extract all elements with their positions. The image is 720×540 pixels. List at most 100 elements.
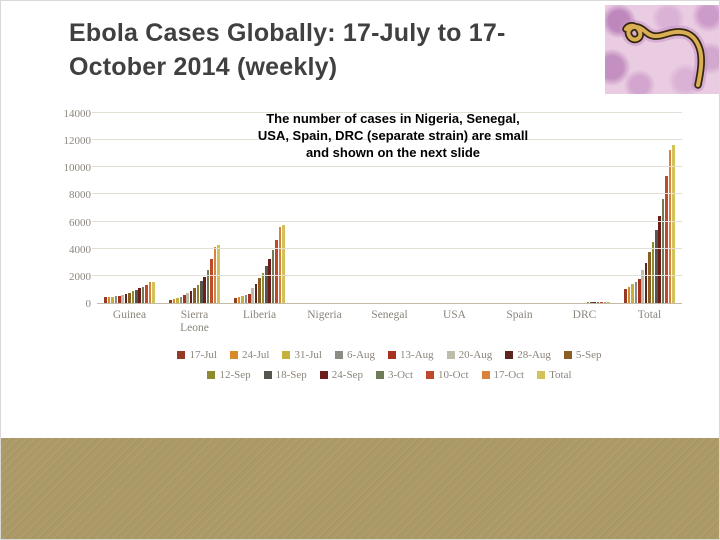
bar: [179, 296, 183, 303]
bar: [654, 230, 658, 303]
bar: [661, 199, 665, 303]
bar-chart: 0 2000 4000 6000 8000 10000 12000 14000 Guinea S…: [43, 101, 693, 401]
x-axis-label: Liberia: [242, 309, 277, 321]
gridline: [92, 247, 682, 249]
legend-label: 18-Sep: [275, 369, 307, 381]
x-axis-label: Nigeria: [307, 309, 342, 321]
y-axis: 0 2000 4000 6000 8000 10000 12000 14000: [43, 108, 92, 310]
bar: [671, 145, 675, 303]
bar: [138, 288, 141, 303]
bar: [186, 293, 190, 303]
bar: [172, 298, 176, 303]
plot-area: [92, 112, 682, 304]
slide-title: Ebola Cases Globally: 17-July to 17-Octo…: [69, 19, 506, 81]
x-axis-label: Spain: [506, 309, 533, 321]
x-axis-label: USA: [442, 309, 466, 321]
legend-swatch: [263, 371, 272, 379]
bar: [193, 288, 196, 303]
bar: [134, 290, 138, 303]
bar: [141, 286, 145, 303]
bar-group-liberia: [234, 114, 285, 303]
legend-swatch: [563, 351, 572, 359]
bar: [665, 176, 668, 303]
legend-item-10-oct: 10-Oct: [426, 369, 469, 381]
bar: [114, 296, 118, 303]
legend-swatch: [388, 351, 397, 359]
legend-swatch: [177, 351, 186, 359]
legend-label: 12-Sep: [219, 369, 251, 381]
legend-item-24-sep: 24-Sep: [319, 369, 363, 381]
bar: [251, 288, 255, 303]
bar: [128, 292, 131, 303]
bar: [261, 273, 265, 303]
legend-swatch: [282, 351, 291, 359]
bar-group-drc: [559, 114, 610, 303]
chart-legend: 17-Jul 24-Jul 31-Jul 6-Aug 13-Aug 20-Aug 28-Au…: [97, 349, 682, 389]
legend-item-31-jul: 31-Jul: [282, 349, 322, 361]
bar: [603, 302, 607, 303]
legend-label: 28-Aug: [517, 349, 551, 361]
bar: [641, 270, 645, 303]
bar: [275, 239, 278, 303]
bar: [624, 288, 628, 303]
bar: [237, 296, 241, 303]
legend-swatch: [207, 371, 216, 379]
ebola-virus-image: [605, 5, 719, 94]
bar: [248, 293, 251, 303]
legend-swatch: [481, 371, 490, 379]
bar: [189, 291, 193, 303]
legend-swatch: [505, 351, 514, 359]
y-tick-label: 6000: [69, 216, 91, 229]
legend-item-6-aug: 6-Aug: [334, 349, 375, 361]
bar: [658, 216, 661, 303]
legend-swatch: [334, 351, 343, 359]
legend-swatch: [446, 351, 455, 359]
bar: [131, 291, 135, 303]
legend-label: 5-Sep: [575, 349, 602, 361]
legend-swatch: [319, 371, 328, 379]
y-tick-label: 14000: [63, 108, 92, 120]
bar: [210, 258, 213, 303]
bar: [627, 286, 631, 303]
gridline: [92, 112, 682, 113]
y-tick-label: 10000: [63, 162, 92, 175]
legend-item-13-aug: 13-Aug: [388, 349, 434, 361]
x-axis-label: Senegal: [371, 309, 408, 321]
bar: [244, 294, 248, 303]
bar: [203, 276, 206, 303]
gridline: [92, 220, 682, 222]
bar: [216, 245, 220, 303]
legend-label: 17-Jul: [189, 349, 217, 361]
y-tick-label: 8000: [69, 189, 91, 202]
bar: [148, 282, 152, 303]
legend-row: 17-Jul 24-Jul 31-Jul 6-Aug 13-Aug 20-Aug 28-Au…: [97, 349, 682, 361]
bar: [651, 242, 655, 303]
bar: [586, 302, 590, 303]
legend-item-18-sep: 18-Sep: [263, 369, 307, 381]
bar: [644, 263, 648, 303]
bar: [254, 284, 258, 303]
y-tick-label: 2000: [69, 270, 91, 283]
legend-label: 24-Jul: [241, 349, 270, 361]
x-axis-label: Total: [637, 309, 662, 321]
legend-swatch: [229, 351, 238, 359]
bar-group-total: [624, 114, 675, 303]
bar: [107, 297, 111, 303]
gridline: [92, 166, 682, 168]
legend-swatch: [537, 371, 546, 379]
x-axis-label: Guinea: [112, 309, 147, 321]
bar: [638, 278, 641, 303]
bar: [151, 281, 155, 303]
bar: [183, 295, 186, 303]
gridline: [92, 274, 682, 276]
bar: [668, 149, 672, 303]
legend-item-3-oct: 3-Oct: [375, 369, 413, 381]
x-axis-label: Sierra Leone: [180, 309, 209, 335]
legend-label: 31-Jul: [294, 349, 322, 361]
bar: [281, 225, 285, 303]
legend-label: Total: [549, 369, 572, 381]
legend-row: 12-Sep 18-Sep 24-Sep 3-Oct 10-Oct 17-Oct Total: [97, 369, 682, 381]
bar: [111, 296, 114, 303]
legend-item-20-aug: 20-Aug: [446, 349, 492, 361]
